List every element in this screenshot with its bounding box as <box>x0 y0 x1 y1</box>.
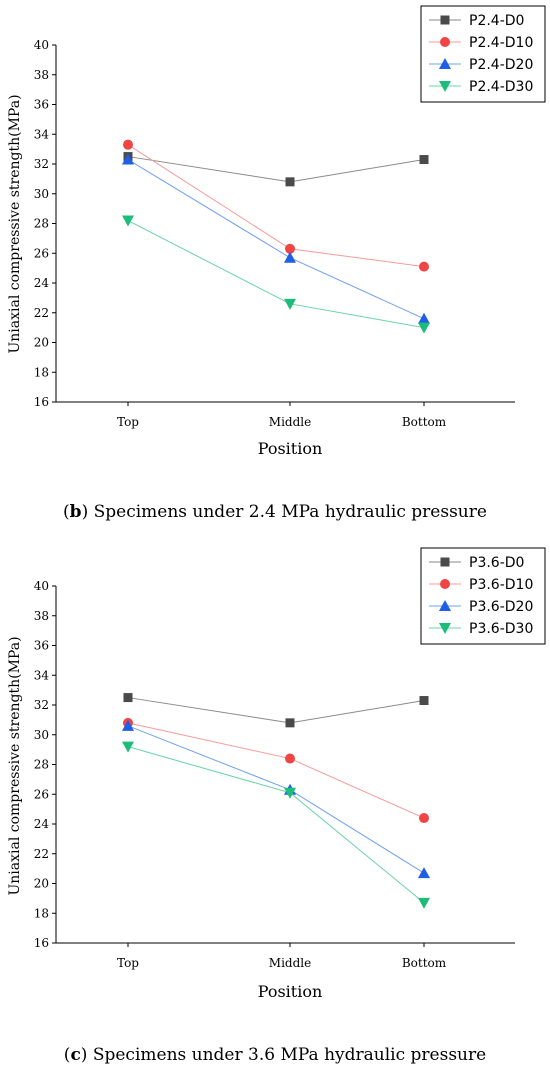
data-point-P2.4-D10 <box>123 139 133 150</box>
series-line-P3.6-D10 <box>127 722 425 819</box>
data-point-P2.4-D30 <box>122 215 134 227</box>
y-tick-label: 16 <box>34 395 49 409</box>
series-line-P2.4-D30 <box>127 220 425 329</box>
chart-panel-c: 16 18 20 22 24 26 28 30 32 34 36 38 40 Top Middle Bott… <box>7 547 546 1065</box>
y-ticks: 16 18 20 22 24 26 28 30 32 34 36 38 40 <box>34 38 56 409</box>
x-tick-label: Top <box>117 415 139 429</box>
y-tick-label: 28 <box>34 217 49 231</box>
data-point-P3.6-D0 <box>285 718 295 728</box>
y-tick-label: 40 <box>34 38 49 52</box>
x-ticks: Top Middle Bottom <box>117 943 447 970</box>
legend-label: P2.4-D30 <box>469 79 533 95</box>
legend-label: P3.6-D30 <box>469 621 533 637</box>
y-ticks: 16 18 20 22 24 26 28 30 32 34 36 38 40 <box>34 579 56 950</box>
series-line-P3.6-D30 <box>127 746 425 904</box>
y-tick-label: 38 <box>34 68 49 82</box>
series-line-P3.6-D20 <box>127 725 425 874</box>
x-tick-label: Bottom <box>402 956 447 970</box>
y-tick-label: 28 <box>34 758 49 772</box>
data-point-P2.4-D20 <box>284 251 296 263</box>
y-tick-label: 32 <box>34 698 49 712</box>
data-point-P2.4-D10 <box>419 261 429 272</box>
data-point-P3.6-D20 <box>418 867 430 879</box>
data-point-P3.6-D20 <box>122 719 134 731</box>
caption: (c) Specimens under 3.6 MPa hydraulic pr… <box>64 1045 486 1065</box>
caption-text: Specimens under 3.6 MPa hydraulic pressu… <box>87 1045 486 1065</box>
legend-marker <box>439 600 451 611</box>
legend-marker <box>439 623 451 634</box>
legend-label: P2.4-D0 <box>469 13 524 29</box>
legend-marker <box>439 58 451 69</box>
series-group <box>122 693 430 909</box>
data-point-P2.4-D10 <box>285 243 295 254</box>
series-line-P2.4-D20 <box>127 159 425 320</box>
data-point-P3.6-D30 <box>418 897 430 909</box>
data-point-P2.4-D20 <box>122 153 134 165</box>
x-tick-label: Middle <box>269 956 311 970</box>
data-point-P2.4-D20 <box>418 312 430 324</box>
y-tick-label: 26 <box>34 246 49 260</box>
legend-marker <box>440 37 450 47</box>
data-point-P2.4-D0 <box>419 155 429 165</box>
legend-label: P3.6-D10 <box>469 577 533 593</box>
y-axis-label: Uniaxial compressive strength(MPa) <box>7 636 23 895</box>
y-tick-label: 24 <box>34 817 50 831</box>
legend-label: P3.6-D20 <box>469 599 533 615</box>
data-point-P3.6-D0 <box>123 693 133 703</box>
y-tick-label: 20 <box>34 877 49 891</box>
y-tick-label: 24 <box>34 276 50 290</box>
legend-marker <box>440 557 450 567</box>
y-tick-label: 22 <box>34 847 49 861</box>
data-point-P3.6-D10 <box>285 753 295 764</box>
data-point-P3.6-D10 <box>419 813 429 824</box>
x-ticks: Top Middle Bottom <box>117 402 447 429</box>
data-point-P2.4-D0 <box>285 177 295 187</box>
x-axis-label: Position <box>258 439 323 458</box>
caption-panel-label: b <box>70 502 82 522</box>
legend-marker <box>439 81 451 92</box>
y-tick-label: 36 <box>34 639 49 653</box>
caption-panel-label: c <box>70 1045 80 1065</box>
y-tick-label: 30 <box>34 187 49 201</box>
legend: P3.6-D0 P3.6-D10 P3.6-D20 P3.6-D30 <box>420 547 546 645</box>
series-line-P2.4-D10 <box>127 144 425 268</box>
y-tick-label: 34 <box>34 668 50 682</box>
y-tick-label: 32 <box>34 157 49 171</box>
data-point-P2.4-D30 <box>418 322 430 334</box>
data-point-P3.6-D30 <box>122 741 134 753</box>
legend-label: P2.4-D10 <box>469 35 533 51</box>
legend-marker <box>440 15 450 25</box>
series-line-P3.6-D0 <box>127 697 425 724</box>
legend-marker <box>440 579 450 589</box>
data-point-P3.6-D0 <box>419 696 429 706</box>
series-line-P2.4-D0 <box>127 156 425 183</box>
y-tick-label: 18 <box>34 906 49 920</box>
caption-text: Specimens under 2.4 MPa hydraulic pressu… <box>88 502 487 522</box>
y-tick-label: 36 <box>34 98 49 112</box>
data-point-P3.6-D30 <box>284 787 296 799</box>
y-tick-label: 30 <box>34 728 49 742</box>
caption: (b) Specimens under 2.4 MPa hydraulic pr… <box>63 502 487 522</box>
x-tick-label: Middle <box>269 415 311 429</box>
x-tick-label: Top <box>117 956 139 970</box>
y-axis-label: Uniaxial compressive strength(MPa) <box>7 94 23 353</box>
y-tick-label: 22 <box>34 306 49 320</box>
y-tick-label: 16 <box>34 936 49 950</box>
y-tick-label: 20 <box>34 336 49 350</box>
legend: P2.4-D0 P2.4-D10 P2.4-D20 P2.4-D30 <box>420 5 546 103</box>
y-tick-label: 26 <box>34 787 49 801</box>
x-tick-label: Bottom <box>402 415 447 429</box>
data-point-P2.4-D30 <box>284 298 296 310</box>
y-tick-label: 40 <box>34 579 49 593</box>
series-group <box>122 139 430 334</box>
y-tick-label: 34 <box>34 127 50 141</box>
legend-label: P3.6-D0 <box>469 555 524 571</box>
y-tick-label: 18 <box>34 365 49 379</box>
y-tick-label: 38 <box>34 609 49 623</box>
chart-panel-b: 16 18 20 22 24 26 28 30 32 34 36 38 40 Top Middle Bott… <box>7 5 546 522</box>
x-axis-label: Position <box>258 982 323 1001</box>
legend-label: P2.4-D20 <box>469 57 533 73</box>
